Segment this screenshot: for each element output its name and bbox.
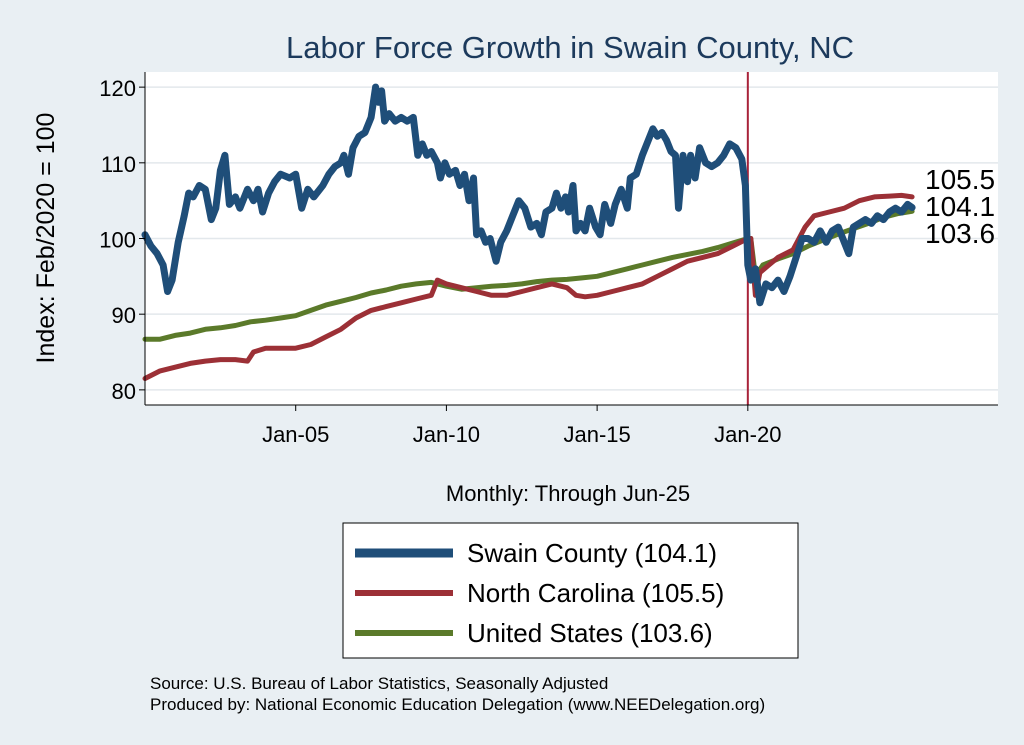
end-label-united-states: 103.6 (925, 218, 995, 249)
chart-title: Labor Force Growth in Swain County, NC (286, 30, 854, 65)
gridlines (145, 86, 998, 391)
x-axis-label: Monthly: Through Jun-25 (446, 481, 690, 506)
end-label-swain-county: 104.1 (925, 191, 995, 222)
x-tick-label: Jan-20 (714, 422, 781, 447)
legend-entry: Swain County (104.1) (467, 538, 717, 568)
y-tick-label: 90 (112, 303, 136, 328)
y-ticks: 80 90 100 110 120 (99, 76, 145, 404)
y-tick-label: 80 (112, 379, 136, 404)
series-line-swain-county (141, 83, 916, 307)
x-ticks: Jan-05 Jan-10 Jan-15 Jan-20 (262, 405, 781, 447)
series-line-north-carolina (142, 192, 915, 381)
y-axis-label: Index: Feb/2020 = 100 (32, 113, 60, 364)
source-line: Source: U.S. Bureau of Labor Statistics,… (150, 674, 608, 693)
series-layer (141, 83, 916, 381)
y-tick-label: 110 (101, 152, 136, 177)
end-label-north-carolina: 105.5 (925, 164, 995, 195)
x-tick-label: Jan-05 (262, 422, 329, 447)
x-tick-label: Jan-10 (413, 422, 480, 447)
y-tick-label: 100 (99, 228, 136, 253)
y-tick-label: 120 (99, 76, 136, 101)
legend: Swain County (104.1) North Carolina (105.… (355, 538, 724, 648)
x-tick-label: Jan-15 (563, 422, 630, 447)
legend-entry: North Carolina (105.5) (467, 578, 724, 608)
legend-entry: United States (103.6) (467, 618, 713, 648)
produced-by-line: Produced by: National Economic Education… (150, 695, 765, 714)
